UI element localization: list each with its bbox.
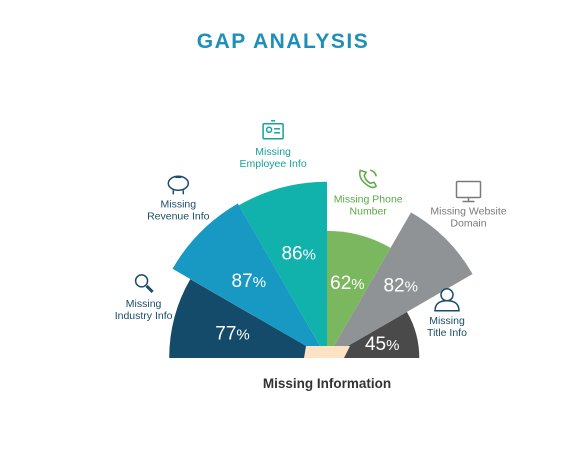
- category-label: Missing Title Info: [427, 315, 467, 339]
- person-icon: [434, 288, 460, 312]
- category-label: Missing Employee Info: [240, 146, 307, 170]
- segment-3: [238, 181, 327, 358]
- category-label: Missing Revenue Info: [147, 198, 210, 222]
- monitor-icon: [455, 180, 482, 203]
- value-label: 62%: [330, 273, 364, 294]
- value-label: 77%: [215, 324, 249, 345]
- x-axis-label: Missing Information: [263, 376, 391, 391]
- magnifier-icon: [134, 274, 154, 293]
- chart-title: GAP ANALYSIS: [196, 30, 370, 53]
- piggy-bank-icon: [167, 175, 190, 195]
- segment-6: [327, 311, 420, 358]
- center-tab: [304, 346, 350, 358]
- value-label: 86%: [281, 243, 315, 264]
- segment-5: [327, 212, 473, 358]
- value-label: 82%: [383, 275, 417, 296]
- segment-2: [172, 203, 327, 358]
- phone-icon: [359, 169, 378, 189]
- segment-1: [169, 279, 327, 358]
- segment-4: [327, 230, 391, 358]
- value-label: 87%: [232, 271, 266, 292]
- value-label: 45%: [365, 334, 399, 355]
- id-card-icon: [262, 120, 284, 140]
- category-label: Missing Phone Number: [334, 193, 403, 217]
- category-label: Missing Website Domain: [430, 206, 506, 230]
- category-label: Missing Industry Info: [115, 298, 173, 322]
